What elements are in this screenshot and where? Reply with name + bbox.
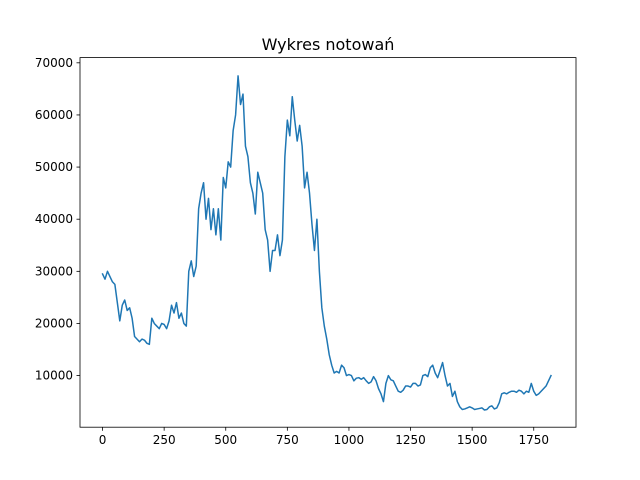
y-axis: 10000 20000 30000 40000 50000 60000 70000 [35,56,80,383]
y-tick-label: 70000 [35,56,73,70]
x-tick-label: 1250 [395,433,426,447]
y-tick-label: 10000 [35,369,73,383]
x-tick-label: 750 [276,433,299,447]
x-tick-label: 250 [153,433,176,447]
y-tick-label: 50000 [35,160,73,174]
x-tick-label: 1000 [334,433,365,447]
x-tick-label: 0 [99,433,107,447]
y-tick-label: 40000 [35,212,73,226]
x-tick-label: 500 [214,433,237,447]
x-tick-label: 1500 [457,433,488,447]
y-tick-label: 20000 [35,316,73,330]
plot-frame [79,57,577,428]
series-line-0 [101,75,552,411]
y-tick-label: 30000 [35,264,73,278]
x-tick-label: 1750 [518,433,549,447]
chart-title: Wykres notowań [262,35,395,54]
series-layer [101,75,552,411]
y-tick-label: 60000 [35,108,73,122]
x-axis: 0 250 500 750 1000 1250 1500 1750 [99,427,549,447]
